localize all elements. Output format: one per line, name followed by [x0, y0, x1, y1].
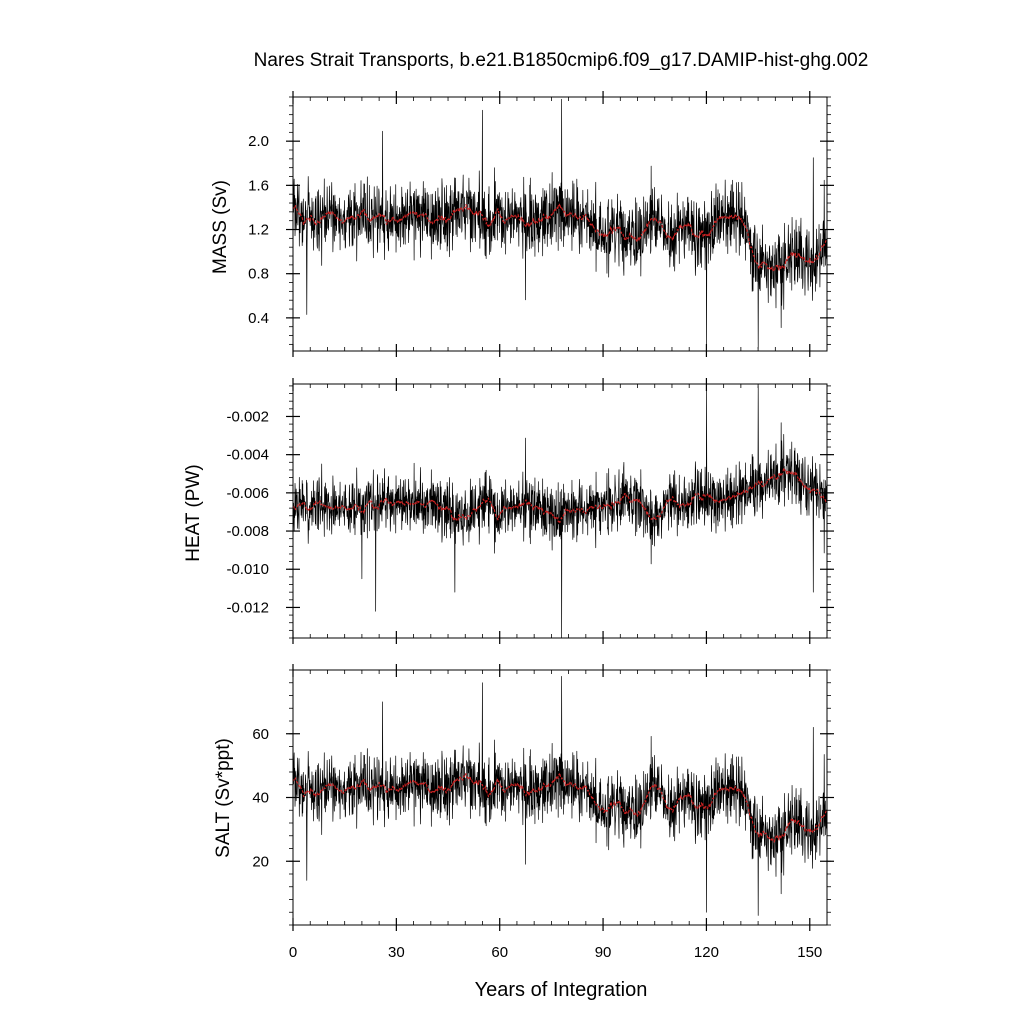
salt-y-tick-label: 60 — [252, 726, 269, 743]
mass-y-tick-label: 0.8 — [248, 266, 269, 283]
x-tick-label: 60 — [491, 944, 508, 961]
mass-y-tick-label: 1.6 — [248, 177, 269, 194]
salt-panel: SALT (Sv*ppt) 20 40 60 0 30 60 90 120 150 — [213, 664, 834, 961]
mass-y-tick-label: 2.0 — [248, 133, 269, 150]
x-tick-label: 150 — [797, 944, 822, 961]
heat-annual-series-line — [293, 385, 827, 638]
heat-y-axis-label: HEAT (PW) — [183, 464, 204, 561]
heat-panel: HEAT (PW) -0.012 -0.010 -0.008 -0.006 -0.004… — [183, 378, 834, 644]
mass-y-axis-label: MASS (Sv) — [210, 180, 231, 274]
heat-plot-frame — [292, 383, 828, 639]
mass-annual-series-line — [293, 98, 827, 350]
salt-y-axis-label: SALT (Sv*ppt) — [213, 738, 234, 858]
heat-y-tick-label: -0.008 — [226, 523, 269, 540]
mass-plot-frame — [292, 96, 828, 352]
mass-panel: MASS (Sv) 0.4 0.8 1.2 1.6 2.0 — [210, 91, 834, 357]
x-axis-label: Years of Integration — [475, 979, 648, 1001]
x-tick-label: 90 — [595, 944, 612, 961]
heat-smoothed-series-line — [293, 467, 827, 524]
salt-y-tick-label: 20 — [252, 853, 269, 870]
heat-y-tick-label: -0.010 — [226, 561, 269, 578]
mass-y-tick-label: 0.4 — [248, 310, 269, 327]
mass-smoothed-series-line — [293, 203, 827, 273]
salt-annual-series-line — [293, 676, 827, 916]
heat-y-tick-label: -0.006 — [226, 485, 269, 502]
x-tick-label: 120 — [694, 944, 719, 961]
heat-y-tick-label: -0.004 — [226, 447, 269, 464]
x-tick-label: 30 — [388, 944, 405, 961]
heat-y-tick-label: -0.012 — [226, 599, 269, 616]
salt-y-tick-label: 40 — [252, 790, 269, 807]
figure-title: Nares Strait Transports, b.e21.B1850cmip… — [254, 50, 869, 71]
salt-smoothed-series-line — [293, 773, 827, 843]
heat-y-tick-label: -0.002 — [226, 408, 269, 425]
x-tick-label: 0 — [289, 944, 297, 961]
mass-y-tick-label: 1.2 — [248, 222, 269, 239]
